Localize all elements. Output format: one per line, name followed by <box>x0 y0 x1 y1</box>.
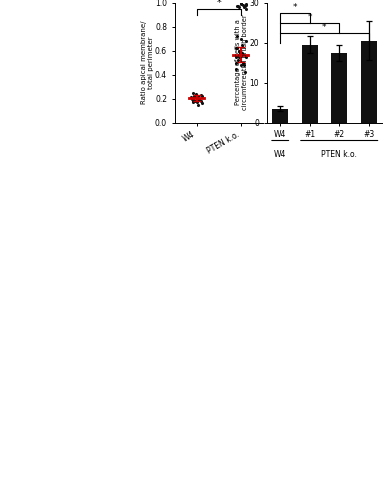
Bar <box>272 108 288 122</box>
Bar <box>361 40 377 122</box>
Point <box>191 92 197 100</box>
Point <box>237 49 243 57</box>
Point <box>233 58 239 66</box>
Point <box>233 64 239 72</box>
Point <box>243 52 249 60</box>
Point <box>192 92 198 100</box>
Bar <box>331 52 348 122</box>
Point <box>233 52 239 60</box>
Text: *: * <box>308 12 312 22</box>
Point <box>196 94 202 102</box>
Point <box>242 2 248 10</box>
Point <box>234 2 240 10</box>
Point <box>192 97 199 105</box>
Point <box>237 52 243 60</box>
Point <box>240 1 246 9</box>
Point <box>239 49 245 57</box>
Point <box>243 1 250 9</box>
Point <box>195 94 201 102</box>
Point <box>242 68 248 76</box>
Text: *: * <box>322 22 327 32</box>
Point <box>238 0 244 8</box>
Text: *: * <box>293 2 297 12</box>
Point <box>243 4 249 12</box>
Point <box>198 97 204 105</box>
Point <box>233 44 239 52</box>
Point <box>233 32 240 40</box>
Y-axis label: Percentage of cells with a
circumferential brush border: Percentage of cells with a circumferenti… <box>235 14 248 110</box>
Point <box>235 2 241 10</box>
Point <box>243 0 249 8</box>
Point <box>238 61 244 69</box>
Point <box>196 96 202 104</box>
Text: *: * <box>217 0 221 8</box>
Point <box>194 98 200 106</box>
Point <box>190 97 196 105</box>
Point <box>199 92 205 100</box>
Point <box>199 100 205 108</box>
Point <box>241 4 247 12</box>
Point <box>197 91 204 99</box>
Point <box>190 96 196 104</box>
Point <box>236 46 242 54</box>
Point <box>190 94 197 102</box>
Point <box>195 100 201 108</box>
Point <box>191 94 197 102</box>
Point <box>239 40 245 48</box>
Point <box>188 94 194 102</box>
Text: C: C <box>175 0 183 2</box>
Point <box>241 61 247 69</box>
Point <box>189 94 195 102</box>
Point <box>240 58 246 66</box>
Text: D: D <box>267 0 276 2</box>
Point <box>237 46 243 54</box>
Point <box>236 4 242 12</box>
Text: PTEN k.o.: PTEN k.o. <box>321 150 357 159</box>
Point <box>190 98 196 106</box>
Point <box>243 37 249 45</box>
Point <box>234 44 240 52</box>
Point <box>195 92 201 100</box>
Point <box>235 56 241 64</box>
Point <box>238 34 244 42</box>
Point <box>238 0 245 6</box>
Bar <box>301 44 318 122</box>
Y-axis label: Ratio apical membrane/
total perimeter: Ratio apical membrane/ total perimeter <box>141 20 154 104</box>
Text: W4: W4 <box>274 150 286 159</box>
Point <box>193 90 199 98</box>
Point <box>190 97 196 105</box>
Point <box>190 88 196 96</box>
